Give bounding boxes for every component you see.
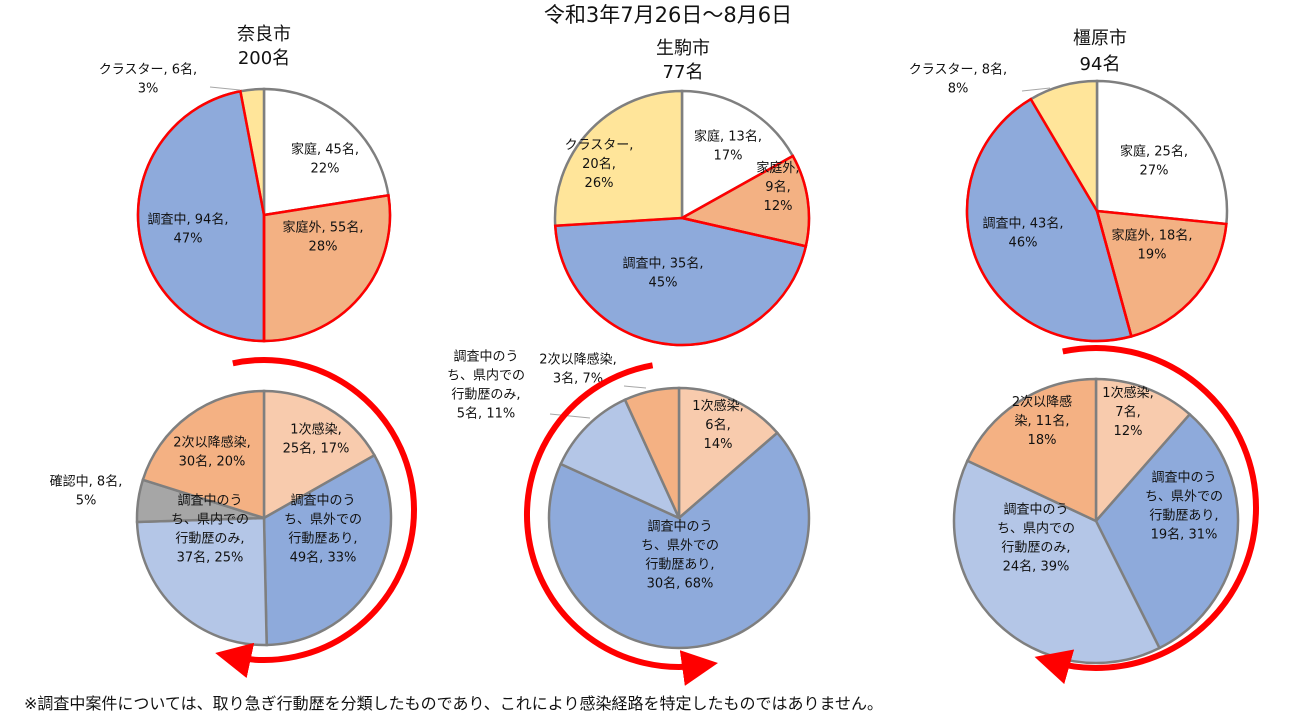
pie-data-label: 調査中のうち、県外での行動歴あり, 19名, 31% [1145, 471, 1223, 543]
pie-subtitle-ikoma: 77名 [663, 62, 704, 83]
pie-chart-5: 1次感染, 7名, 12% 調査中のうち、県外での行動歴あり, 19名, 31% 調査中の… [952, 377, 1240, 665]
pie-slice [677, 386, 780, 521]
pie-data-label: 調査中のうち、県内での行動歴のみ, 24名, 39% [997, 503, 1075, 575]
footnote: ※調査中案件については、取り急ぎ行動歴を分類したものであり、これにより感染経路を… [24, 694, 884, 713]
pie-data-label: 1次感染, 6名, 14% [692, 398, 743, 452]
label-leader-line [549, 413, 591, 419]
pie-data-label: 2次以降感染, 3名, 7% [539, 352, 616, 387]
chart-main-title: 令和3年7月26日〜8月6日 [544, 3, 792, 27]
label-leader-line [209, 86, 241, 91]
pie-data-label: 調査中のうち、県外での行動歴あり, 30名, 68% [641, 520, 719, 592]
label-leader-line [1021, 87, 1051, 92]
pie-slice [1094, 377, 1192, 525]
pie-chart-1: 家庭, 13名, 17%家庭外, 9名, 12% 調査中, 35名, 45% クラスター, 2… [553, 89, 811, 347]
pie-chart-3: 1次感染, 25名, 17% 調査中のうち、県外での行動歴あり, 49名, 33% 調査… [50, 389, 393, 647]
pie-slice [680, 89, 795, 221]
pie-slice [965, 377, 1098, 523]
pie-data-label: 家庭外, 18名, 19% [1112, 228, 1193, 263]
pie-slice-highlight [262, 193, 392, 343]
pie-data-label: 家庭外, 55名, 28% [283, 220, 364, 255]
pie-data-label: 調査中のうち、県内での行動歴のみ, 5名, 11% [447, 350, 525, 422]
pie-data-label: 調査中, 94名, 47% [148, 212, 229, 247]
pie-slice-highlight [136, 89, 266, 343]
pie-data-label: クラスター, 8名, 8% [909, 62, 1007, 97]
pie-data-label: 家庭, 45名, 22% [291, 142, 359, 177]
pie-subtitle-nara: 200名 [238, 48, 290, 69]
pie-slice [262, 453, 393, 647]
pie-slice-highlight [965, 97, 1133, 343]
pie-data-label: 調査中, 43名, 46% [983, 216, 1064, 251]
pie-title-ikoma: 生駒市 [656, 38, 710, 59]
pie-slice [623, 386, 681, 519]
pie-slice [547, 431, 811, 650]
pie-slice [262, 87, 390, 217]
pie-slice-highlight [678, 154, 811, 248]
pie-data-label: 家庭, 25名, 27% [1120, 144, 1188, 179]
pie-data-label: 1次感染, 7名, 12% [1102, 385, 1153, 439]
pie-slice [141, 389, 266, 520]
pie-title-kashihara: 橿原市 [1073, 28, 1127, 49]
pie-slice [1095, 79, 1229, 226]
pie-data-label: 家庭, 13名, 17% [694, 129, 762, 164]
pie-slice [262, 193, 392, 343]
pie-slice [262, 389, 377, 521]
pie-chart-4: 1次感染, 6名, 14% 調査中のうち、県外での行動歴あり, 30名, 68% 調査中の… [447, 350, 811, 650]
pie-slice [952, 459, 1162, 665]
pie-chart-0: 家庭, 45名, 22% 家庭外, 55名, 28% 調査中, 94名, 47% クラスター… [99, 62, 392, 343]
label-leader-line [623, 385, 647, 389]
pie-title-nara: 奈良市 [237, 24, 291, 45]
pie-slice-highlight [553, 216, 808, 347]
pie-data-label: 調査中, 35名, 45% [623, 256, 704, 291]
pie-data-label: 調査中のうち、県外での行動歴あり, 49名, 33% [284, 494, 362, 566]
pie-data-label: クラスター, 20名, 26% [565, 138, 634, 191]
pie-charts-group: 家庭, 45名, 22% 家庭外, 55名, 28% 調査中, 94名, 47% クラスター… [50, 62, 1240, 665]
pie-slice [559, 398, 682, 521]
cycle-arrows-group [215, 345, 1259, 686]
pie-data-label: クラスター, 6名, 3% [99, 62, 197, 97]
pie-data-label: 調査中のうち、県内での行動歴のみ, 37名, 25% [171, 494, 249, 566]
pie-slice-highlight [1095, 209, 1228, 338]
pie-data-label: 2次以降感染, 11名, 18% [1012, 394, 1072, 448]
pie-data-label: 1次感染, 25名, 17% [283, 422, 350, 457]
cycle-arrow [524, 362, 718, 686]
pie-chart-2: 家庭, 25名, 27% 家庭外, 18名, 19% 調査中, 43名, 46% クラスター… [909, 62, 1229, 343]
pie-data-label: 家庭外, 9名, 12% [756, 160, 799, 214]
pie-data-label: 2次以降感染, 30名, 20% [173, 435, 250, 470]
cycle-arrow [1034, 345, 1259, 685]
cycle-arrow [215, 357, 417, 679]
pie-subtitle-kashihara: 94名 [1080, 54, 1121, 75]
pie-data-label: 確認中, 8名, 5% [50, 474, 123, 509]
pie-slice [553, 89, 684, 228]
